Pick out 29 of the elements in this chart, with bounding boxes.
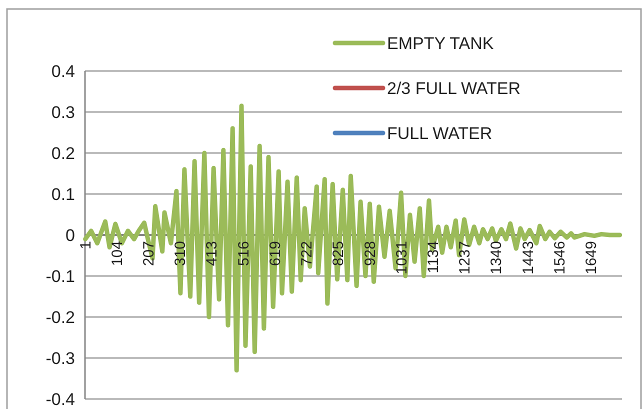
x-tick-label: 1546: [551, 241, 568, 274]
x-tick-label: 1031: [393, 241, 410, 274]
y-tick-label: -0.2: [46, 308, 75, 327]
y-tick-label: 0.3: [51, 102, 75, 122]
x-tick-label: 1649: [583, 241, 600, 274]
y-tick-label: 0.1: [51, 184, 75, 204]
x-tick-label: 1340: [488, 241, 506, 274]
x-tick-label: 104: [108, 241, 126, 266]
y-tick-label: -0.3: [46, 348, 75, 368]
x-tick-label: 207: [140, 241, 158, 266]
y-tick-label: -0.4: [46, 390, 75, 409]
y-tick-label: -0.1: [46, 266, 75, 286]
y-tick-label: 0.2: [51, 144, 75, 163]
x-tick-label: 516: [235, 241, 252, 266]
x-tick-label: 928: [362, 241, 379, 266]
legend-label: FULL WATER: [387, 124, 492, 143]
x-tick-label: 1: [77, 241, 94, 250]
y-tick-label: 0.4: [51, 62, 75, 81]
x-tick-label: 310: [172, 241, 190, 266]
x-tick-label: 413: [204, 241, 221, 266]
legend-label: EMPTY TANK: [387, 34, 494, 53]
x-tick-label: 825: [330, 241, 348, 266]
x-tick-label: 1443: [520, 241, 537, 274]
x-tick-label: 1237: [456, 241, 474, 274]
y-tick-label: 0: [66, 226, 75, 245]
x-tick-label: 722: [298, 241, 316, 266]
legend-label: 2/3 FULL WATER: [387, 78, 521, 98]
x-tick-label: 619: [266, 241, 284, 266]
x-tick-label: 1134: [424, 241, 442, 274]
